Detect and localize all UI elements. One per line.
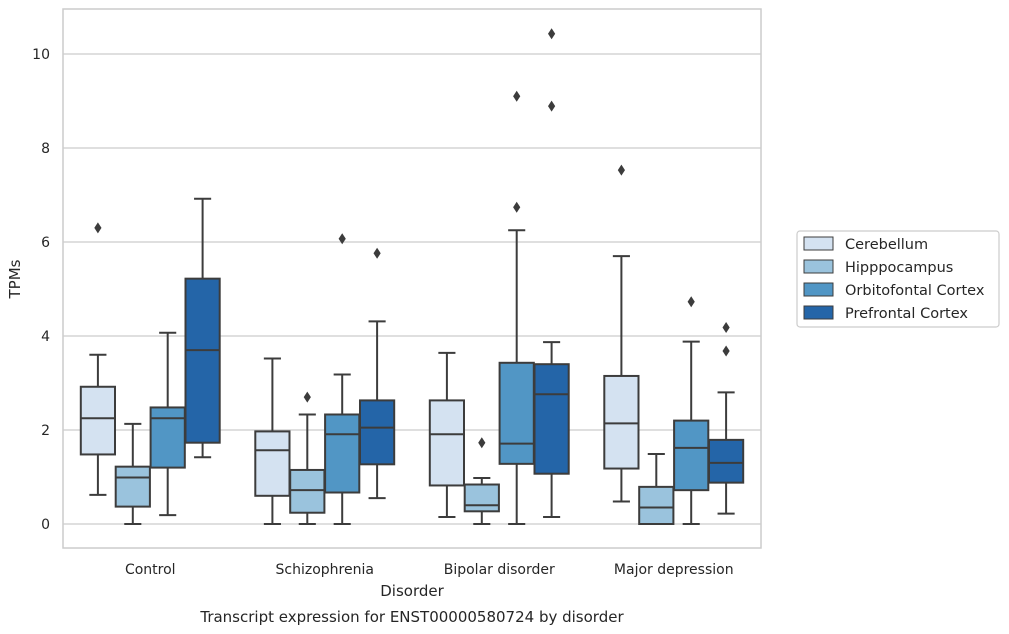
outlier-point xyxy=(548,100,556,112)
box-iqr xyxy=(254,430,291,497)
box-prefrontal-cortex xyxy=(358,247,396,500)
box-iqr xyxy=(498,361,535,465)
legend: Cerebellum Hipppocampus Orbitofontal Corte… xyxy=(796,230,1000,328)
box-hipppocampus xyxy=(114,422,151,525)
legend-swatch xyxy=(803,282,834,297)
box-iqr xyxy=(358,399,396,466)
y-tick-label: 4 xyxy=(41,329,50,345)
legend-label: Prefrontal Cortex xyxy=(845,306,968,322)
legend-swatch xyxy=(803,259,834,274)
box-prefrontal-cortex xyxy=(707,322,745,515)
outlier-point xyxy=(617,164,625,176)
box-iqr xyxy=(603,374,640,470)
outlier-point xyxy=(373,247,381,259)
outlier-point xyxy=(94,222,102,234)
box-iqr xyxy=(428,399,466,487)
box-orbitofontal-cortex xyxy=(149,331,186,517)
outlier-point xyxy=(513,90,521,102)
outlier-point xyxy=(722,322,730,334)
box-prefrontal-cortex xyxy=(533,28,570,518)
box-iqr xyxy=(114,465,151,508)
plot-frame xyxy=(62,8,762,549)
chart-caption: Transcript expression for ENST0000058072… xyxy=(199,608,624,626)
box-orbitofontal-cortex xyxy=(324,233,361,525)
legend-label: Cerebellum xyxy=(845,237,928,253)
outlier-point xyxy=(722,345,730,357)
box-prefrontal-cortex xyxy=(184,197,221,459)
box-cerebellum xyxy=(603,164,640,503)
x-tick-label: Bipolar disorder xyxy=(444,562,555,578)
outlier-point xyxy=(478,437,486,449)
y-tick-label: 8 xyxy=(41,141,50,157)
legend-swatch xyxy=(803,236,834,251)
x-axis-title: Disorder xyxy=(380,582,444,600)
box-iqr xyxy=(673,419,710,492)
legend-swatch xyxy=(803,305,834,320)
box-hipppocampus xyxy=(638,452,675,525)
legend-label: Orbitofontal Cortex xyxy=(845,283,985,299)
y-tick-label: 2 xyxy=(41,423,50,439)
box-iqr xyxy=(289,468,326,514)
x-tick-label: Control xyxy=(125,562,176,578)
y-tick-label: 10 xyxy=(32,47,50,63)
box-iqr xyxy=(79,385,117,456)
box-hipppocampus xyxy=(463,437,500,525)
y-tick-label: 0 xyxy=(41,517,50,533)
outlier-point xyxy=(338,233,346,245)
y-axis-title: TPMs xyxy=(6,259,24,299)
box-iqr xyxy=(707,438,745,484)
axes: 0 2 4 6 8 10 Control Schizophrenia Bipolar disor… xyxy=(32,47,733,578)
box-iqr xyxy=(638,485,675,525)
box-cerebellum xyxy=(254,357,291,525)
outlier-point xyxy=(513,201,521,213)
x-tick-label: Schizophrenia xyxy=(276,562,374,578)
outlier-point xyxy=(687,296,695,308)
legend-frame xyxy=(796,230,1000,328)
box-orbitofontal-cortex xyxy=(498,90,535,525)
legend-label: Hipppocampus xyxy=(845,260,953,276)
box-hipppocampus xyxy=(289,391,326,525)
box-iqr xyxy=(184,277,221,444)
box-iqr xyxy=(149,406,186,469)
box-iqr xyxy=(533,363,570,475)
x-tick-label: Major depression xyxy=(614,562,734,578)
outlier-point xyxy=(303,391,311,403)
box-orbitofontal-cortex xyxy=(673,296,710,525)
y-tick-label: 6 xyxy=(41,235,50,251)
box-cerebellum xyxy=(428,351,466,518)
box-iqr xyxy=(324,413,361,494)
outlier-point xyxy=(548,28,556,40)
box-iqr xyxy=(463,483,500,513)
box-plot-area xyxy=(79,28,745,525)
box-cerebellum xyxy=(79,222,117,496)
